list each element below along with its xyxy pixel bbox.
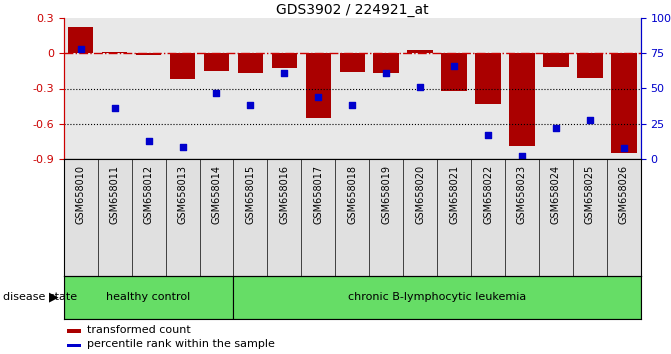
Bar (166, 159, 199, 276)
Bar (199, 159, 234, 276)
Bar (67, 344, 81, 347)
Bar (170, 53, 195, 79)
Point (449, 63, 460, 69)
Point (211, 90, 222, 96)
Bar (301, 159, 336, 276)
Bar (301, 18, 336, 159)
Bar (607, 18, 641, 159)
Point (75, 46, 86, 52)
Text: GSM658013: GSM658013 (178, 165, 188, 224)
Point (482, 132, 493, 138)
Text: chronic B-lymphocytic leukemia: chronic B-lymphocytic leukemia (348, 292, 526, 302)
Bar (234, 18, 268, 159)
Text: GSM658020: GSM658020 (415, 165, 425, 224)
Bar (305, 53, 331, 118)
Bar (336, 18, 369, 159)
Text: ▶: ▶ (50, 291, 59, 304)
Point (279, 70, 290, 76)
Text: GSM658010: GSM658010 (76, 165, 86, 224)
Bar (268, 159, 301, 276)
Text: GSM658025: GSM658025 (585, 165, 595, 224)
Bar (573, 159, 607, 276)
Bar (336, 159, 369, 276)
Bar (68, 27, 93, 53)
Point (619, 145, 629, 151)
Bar (204, 53, 229, 71)
Text: GSM658024: GSM658024 (551, 165, 561, 224)
Text: transformed count: transformed count (87, 325, 191, 335)
Text: disease state: disease state (3, 292, 77, 302)
Bar (136, 53, 161, 56)
Text: healthy control: healthy control (107, 292, 191, 302)
Bar (98, 18, 132, 159)
Bar (509, 53, 535, 146)
Point (177, 144, 188, 149)
Point (551, 125, 562, 131)
Point (143, 138, 154, 144)
Bar (539, 159, 573, 276)
Bar (505, 18, 539, 159)
Point (347, 103, 358, 108)
Bar (442, 53, 467, 91)
Bar (369, 159, 403, 276)
Bar (272, 53, 297, 68)
Bar (64, 159, 98, 276)
Bar (437, 159, 471, 276)
Bar (577, 53, 603, 78)
Text: GSM658019: GSM658019 (381, 165, 391, 224)
Text: GSM658012: GSM658012 (144, 165, 154, 224)
Bar (64, 18, 98, 159)
Point (109, 105, 120, 111)
Bar (238, 53, 263, 73)
Text: percentile rank within the sample: percentile rank within the sample (87, 339, 275, 349)
Text: GSM658022: GSM658022 (483, 165, 493, 224)
Bar (403, 159, 437, 276)
Text: GSM658018: GSM658018 (348, 165, 357, 224)
Text: GSM658016: GSM658016 (279, 165, 289, 224)
Bar (64, 276, 234, 319)
Point (584, 117, 595, 122)
Bar (166, 18, 199, 159)
Bar (98, 159, 132, 276)
Text: GSM658014: GSM658014 (211, 165, 221, 224)
Bar (403, 18, 437, 159)
Bar (505, 159, 539, 276)
Bar (132, 159, 166, 276)
Bar (475, 53, 501, 104)
Point (313, 94, 323, 100)
Bar (268, 18, 301, 159)
Bar (611, 53, 637, 153)
Bar (471, 18, 505, 159)
Point (245, 103, 256, 108)
Bar (67, 330, 81, 333)
Text: GSM658021: GSM658021 (449, 165, 459, 224)
Point (381, 70, 392, 76)
Bar (340, 53, 365, 72)
Text: GSM658015: GSM658015 (246, 165, 256, 224)
Bar (234, 159, 268, 276)
Bar (471, 159, 505, 276)
Title: GDS3902 / 224921_at: GDS3902 / 224921_at (276, 3, 429, 17)
Bar (234, 276, 641, 319)
Point (415, 84, 425, 90)
Bar (573, 18, 607, 159)
Bar (539, 18, 573, 159)
Bar (607, 159, 641, 276)
Bar (544, 53, 568, 67)
Bar (199, 18, 234, 159)
Bar (407, 50, 433, 53)
Point (517, 154, 527, 159)
Bar (102, 52, 127, 53)
Text: GSM658023: GSM658023 (517, 165, 527, 224)
Bar (374, 53, 399, 73)
Text: GSM658026: GSM658026 (619, 165, 629, 224)
Bar (132, 18, 166, 159)
Text: GSM658017: GSM658017 (313, 165, 323, 224)
Bar (437, 18, 471, 159)
Text: GSM658011: GSM658011 (109, 165, 119, 224)
Bar (369, 18, 403, 159)
